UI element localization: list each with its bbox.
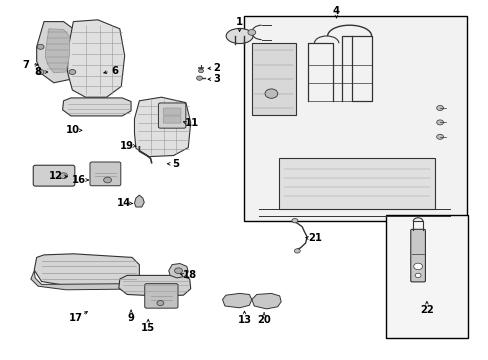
Text: 15: 15: [141, 323, 155, 333]
Text: 10: 10: [65, 125, 79, 135]
FancyBboxPatch shape: [163, 108, 181, 115]
Ellipse shape: [225, 28, 253, 44]
Text: 17: 17: [69, 312, 82, 323]
Text: 6: 6: [111, 66, 118, 76]
Text: 9: 9: [127, 312, 134, 323]
Circle shape: [37, 69, 44, 75]
Circle shape: [247, 30, 255, 35]
Circle shape: [294, 249, 300, 253]
Polygon shape: [31, 271, 139, 290]
Text: 12: 12: [49, 171, 63, 181]
FancyBboxPatch shape: [158, 103, 185, 128]
Circle shape: [291, 219, 297, 223]
Circle shape: [60, 173, 67, 179]
Polygon shape: [62, 98, 131, 116]
FancyBboxPatch shape: [33, 165, 75, 186]
Circle shape: [264, 89, 277, 98]
Circle shape: [436, 105, 443, 111]
FancyBboxPatch shape: [144, 284, 178, 308]
Text: 21: 21: [308, 233, 322, 243]
Bar: [278, 158, 434, 209]
Polygon shape: [168, 264, 188, 278]
Text: 22: 22: [419, 305, 433, 315]
Circle shape: [436, 134, 443, 139]
FancyBboxPatch shape: [90, 162, 121, 186]
Circle shape: [413, 263, 422, 270]
FancyBboxPatch shape: [163, 116, 181, 123]
Text: 5: 5: [172, 159, 179, 169]
Circle shape: [37, 44, 44, 49]
Circle shape: [414, 273, 420, 278]
Text: 19: 19: [120, 141, 134, 151]
Circle shape: [103, 177, 111, 183]
Circle shape: [69, 69, 76, 75]
Text: 11: 11: [184, 118, 199, 128]
Polygon shape: [45, 29, 69, 73]
Polygon shape: [134, 195, 144, 207]
Text: 7: 7: [22, 60, 29, 70]
Polygon shape: [34, 254, 139, 285]
Polygon shape: [222, 293, 251, 308]
Text: 2: 2: [213, 63, 220, 73]
Text: 3: 3: [213, 74, 220, 84]
Polygon shape: [37, 22, 76, 83]
Circle shape: [196, 76, 202, 80]
Text: 18: 18: [183, 270, 196, 280]
Text: 1: 1: [236, 17, 243, 27]
Circle shape: [174, 268, 182, 274]
Polygon shape: [134, 97, 190, 157]
Bar: [251, 43, 295, 115]
Text: 4: 4: [332, 6, 339, 16]
Polygon shape: [67, 20, 124, 97]
Bar: [244, 16, 466, 221]
Polygon shape: [119, 275, 190, 296]
Circle shape: [157, 301, 163, 306]
FancyBboxPatch shape: [410, 229, 425, 282]
Circle shape: [436, 120, 443, 125]
Text: 20: 20: [257, 315, 270, 325]
Circle shape: [198, 69, 203, 73]
Text: 14: 14: [116, 198, 131, 208]
Polygon shape: [251, 293, 281, 309]
Bar: [386, 215, 468, 338]
Text: 8: 8: [35, 67, 41, 77]
Text: 13: 13: [237, 315, 251, 325]
Text: 16: 16: [72, 175, 86, 185]
